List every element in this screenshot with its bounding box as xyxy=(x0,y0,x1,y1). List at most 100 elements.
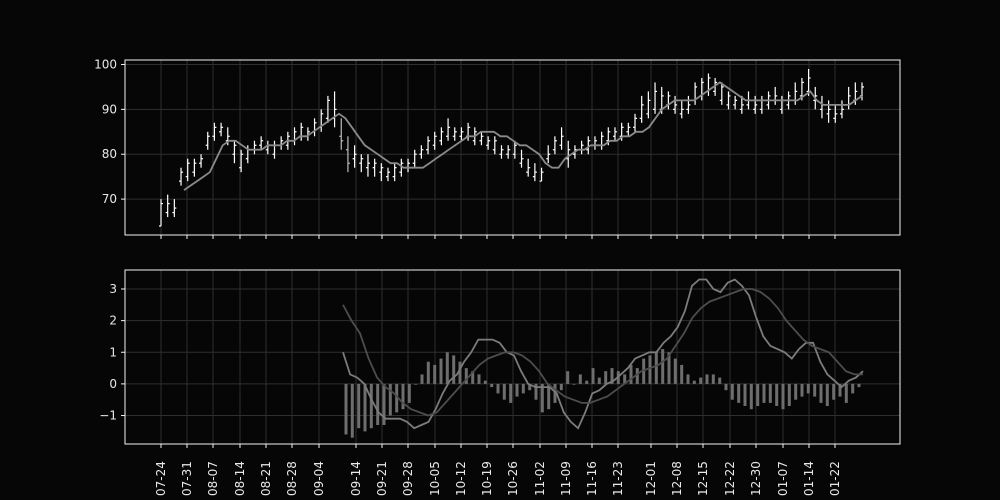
histogram-bar xyxy=(654,352,658,384)
indicator-y-tick-label: 1 xyxy=(109,345,117,359)
ohlc-bar xyxy=(185,158,190,182)
histogram-bar xyxy=(426,361,430,384)
date-tick-label: 09-28 xyxy=(401,461,415,496)
price-y-axis: 70 80 90 100 xyxy=(94,57,125,206)
histogram-bar xyxy=(420,374,424,384)
histogram-bar xyxy=(806,383,810,394)
histogram-bar xyxy=(407,383,411,403)
price-y-tick-label: 100 xyxy=(94,57,117,71)
histogram-bar xyxy=(775,383,779,406)
histogram-bar xyxy=(357,383,361,429)
date-tick-label: 12-08 xyxy=(670,461,684,496)
histogram-series xyxy=(344,349,861,438)
ohlc-bar xyxy=(833,104,838,123)
histogram-bar xyxy=(667,352,671,384)
ohlc-bar xyxy=(452,127,457,141)
ohlc-bar xyxy=(839,100,844,119)
ohlc-bar xyxy=(399,158,404,177)
histogram-bar xyxy=(673,358,677,384)
histogram-bar xyxy=(471,371,475,384)
date-tick-label: 10-12 xyxy=(454,461,468,496)
histogram-bar xyxy=(813,383,817,397)
histogram-bar xyxy=(787,383,791,406)
price-y-tick-label: 80 xyxy=(102,147,117,161)
ohlc-bar xyxy=(552,136,557,155)
moving-average-line xyxy=(183,81,863,191)
ohlc-bar xyxy=(486,136,491,150)
histogram-bar xyxy=(376,383,380,425)
histogram-bar xyxy=(794,383,798,400)
ohlc-bar xyxy=(385,167,390,182)
ohlc-bar xyxy=(519,149,524,168)
ohlc-bar xyxy=(546,145,551,164)
ohlc-bar xyxy=(199,154,204,168)
histogram-bar xyxy=(857,383,861,388)
histogram-bar xyxy=(623,374,627,384)
histogram-bar xyxy=(851,383,855,394)
ohlc-bar xyxy=(372,158,377,177)
ohlc-bar xyxy=(733,95,738,110)
histogram-bar xyxy=(781,383,785,410)
date-x-axis: 07-24 07-31 08-07 08-14 08-21 08-28 09-04 09-14… xyxy=(154,444,842,496)
ohlc-bar xyxy=(739,95,744,114)
histogram-bar xyxy=(464,368,468,384)
ohlc-bar xyxy=(586,136,591,155)
date-tick-label: 11-23 xyxy=(611,461,625,496)
histogram-bar xyxy=(610,368,614,384)
histogram-bar xyxy=(749,383,753,410)
histogram-bar xyxy=(737,383,741,403)
histogram-bar xyxy=(433,364,437,384)
ohlc-bar xyxy=(633,113,638,132)
histogram-bar xyxy=(439,358,443,384)
ohlc-bar xyxy=(392,163,397,182)
ohlc-bar xyxy=(653,82,658,114)
ohlc-bar xyxy=(159,199,163,227)
histogram-bar xyxy=(800,383,804,397)
ohlc-bar xyxy=(345,136,350,173)
histogram-bar xyxy=(388,383,392,416)
ohlc-bar xyxy=(806,68,811,96)
ohlc-bar xyxy=(359,154,364,173)
ohlc-bar xyxy=(566,140,571,168)
price-panel-frame xyxy=(124,59,901,236)
histogram-bar xyxy=(401,383,405,410)
histogram-bar xyxy=(578,374,582,384)
histogram-bar xyxy=(730,383,734,400)
histogram-bar xyxy=(743,383,747,406)
ohlc-bar xyxy=(325,95,330,123)
price-panel: 70 80 90 100 xyxy=(94,57,901,239)
histogram-bar xyxy=(705,374,709,384)
date-tick-label: 08-07 xyxy=(206,461,220,496)
histogram-bar xyxy=(768,383,772,403)
histogram-bar xyxy=(414,383,418,385)
histogram-bar xyxy=(762,383,766,403)
date-tick-label: 01-22 xyxy=(828,461,842,496)
histogram-bar xyxy=(502,383,506,400)
histogram-bar xyxy=(395,383,399,413)
histogram-bar xyxy=(844,383,848,403)
date-tick-label: 11-09 xyxy=(559,461,573,496)
indicator-panel-frame xyxy=(124,269,901,445)
ohlc-bar xyxy=(506,145,511,159)
indicator-panel: −1 0 1 2 3 07-24 07-31 08-07 08-14 08-21 08-28 09-… xyxy=(99,269,901,496)
indicator-y-tick-label: 2 xyxy=(109,314,117,328)
histogram-bar xyxy=(572,383,576,385)
date-tick-label: 12-15 xyxy=(696,461,710,496)
ohlc-bar xyxy=(612,127,617,141)
histogram-bar xyxy=(547,383,551,410)
date-tick-label: 09-14 xyxy=(349,461,363,496)
date-tick-label: 11-02 xyxy=(533,461,547,496)
ohlc-bar xyxy=(172,199,177,218)
ohlc-bar xyxy=(205,131,210,150)
ohlc-bar xyxy=(559,127,564,150)
ohlc-bar xyxy=(459,127,464,141)
histogram-bar xyxy=(553,383,557,403)
ohlc-bar xyxy=(439,127,444,146)
histogram-bar xyxy=(445,352,449,384)
date-tick-label: 08-28 xyxy=(285,461,299,496)
ohlc-bar xyxy=(165,194,170,218)
ohlc-bar xyxy=(719,82,724,105)
histogram-bar xyxy=(661,349,665,384)
histogram-bar xyxy=(490,383,494,388)
